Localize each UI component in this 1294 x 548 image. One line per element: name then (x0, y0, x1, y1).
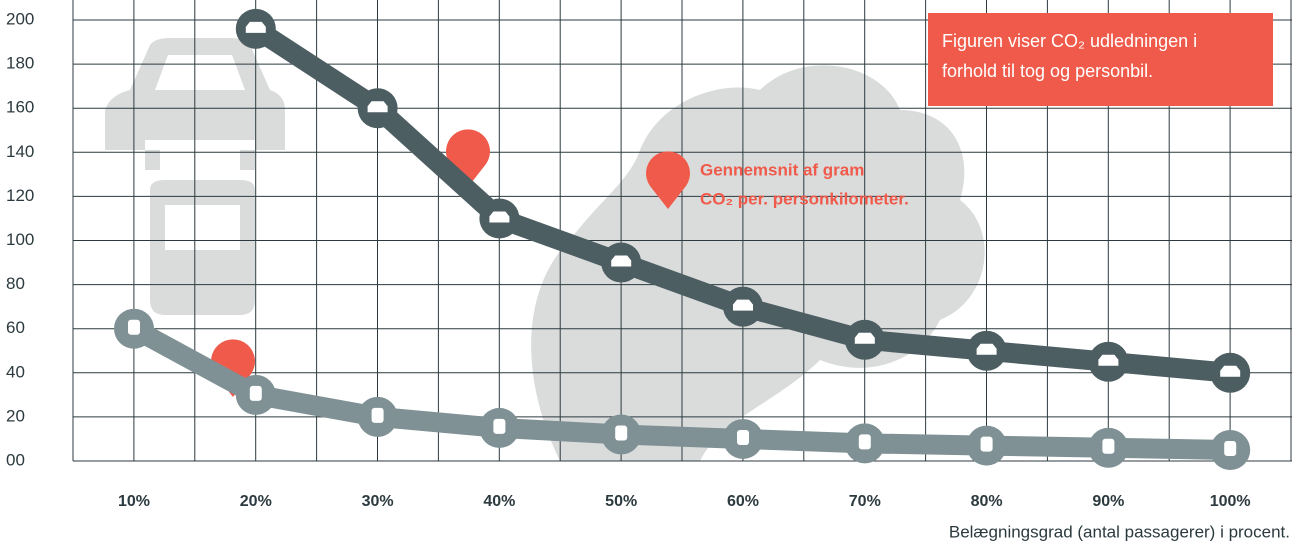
x-tick-label: 70% (849, 493, 881, 510)
car-glyph (733, 300, 753, 311)
x-tick-label: 60% (727, 493, 759, 510)
train-glyph (737, 430, 749, 445)
y-tick-label: 120 (6, 186, 34, 205)
car-glyph (611, 256, 631, 267)
train-glyph (615, 426, 627, 441)
train-glyph (128, 320, 140, 335)
train-icon (150, 180, 255, 315)
x-tick-label: 40% (483, 493, 515, 510)
x-tick-label: 90% (1092, 493, 1124, 510)
y-tick-label: 100 (6, 230, 34, 249)
train-glyph (493, 419, 505, 434)
car-glyph (489, 211, 509, 222)
car-glyph (1098, 355, 1118, 366)
annotation-text: CO₂ per. personkilometer. (700, 189, 909, 208)
y-tick-label: 40 (6, 362, 25, 381)
x-axis-label: Belægningsgrad (antal passagerer) i proc… (949, 522, 1290, 541)
train-glyph (981, 437, 993, 452)
car-glyph (855, 333, 875, 344)
annotation-text: forhold til tog og personbil. (942, 61, 1153, 81)
train-glyph (1102, 439, 1114, 454)
y-tick-label: 180 (6, 54, 34, 73)
annotation-text: Gennemsnit af gram (700, 160, 864, 179)
y-tick-label: 140 (6, 142, 34, 161)
x-tick-label: 20% (240, 493, 272, 510)
y-tick-label: 200 (6, 9, 34, 28)
y-tick-label: 160 (6, 98, 34, 117)
x-tick-label: 30% (362, 493, 394, 510)
y-tick-label: 00 (6, 450, 25, 469)
x-tick-label: 100% (1210, 493, 1251, 510)
x-tick-label: 80% (971, 493, 1003, 510)
car-glyph (977, 344, 997, 355)
car-glyph (368, 101, 388, 112)
y-tick-label: 20 (6, 406, 25, 425)
car-glyph (1220, 366, 1240, 377)
train-glyph (250, 386, 262, 401)
y-tick-label: 80 (6, 274, 25, 293)
train-glyph (372, 408, 384, 423)
car-glyph (246, 22, 266, 33)
x-tick-label: 10% (118, 493, 150, 510)
chart: 00 20 40 60 80 100 120 140 160 180 200 10% 20% 30% 40%… (0, 0, 1294, 548)
annotation-box (928, 13, 1273, 106)
annotation-text: Figuren viser CO₂ udledningen i (942, 31, 1197, 51)
x-tick-label: 50% (605, 493, 637, 510)
train-glyph (1224, 441, 1236, 456)
y-tick-label: 60 (6, 318, 25, 337)
train-glyph (859, 434, 871, 449)
